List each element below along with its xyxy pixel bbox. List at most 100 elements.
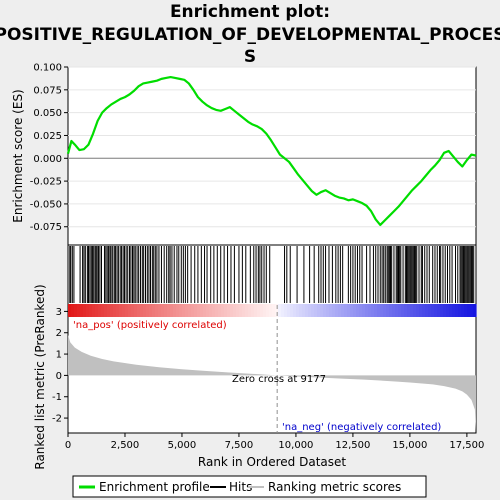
- color-bar-segment: [467, 304, 471, 317]
- color-bar-segment: [95, 304, 99, 317]
- color-bar-segment: [203, 304, 207, 317]
- color-bar-segment: [281, 304, 285, 317]
- color-bar-segment: [233, 304, 237, 317]
- enrichment-y-tick-label: -0.075: [30, 222, 62, 233]
- enrichment-y-tick-label: -0.050: [30, 199, 62, 210]
- color-bar-segment: [401, 304, 405, 317]
- ranked-metric-y-axis-label: Ranked list metric (PreRanked): [33, 284, 47, 469]
- color-bar-segment: [218, 304, 222, 317]
- color-bar-segment: [440, 304, 444, 317]
- color-bar-segment: [380, 304, 384, 317]
- ranked-metric-y-tick-label: -1: [52, 392, 62, 403]
- color-bar-segment: [77, 304, 81, 317]
- color-bar-segment: [359, 304, 363, 317]
- ranked-metric-y-axis: 3 2 1 0 -1 -2: [52, 307, 68, 425]
- enrichment-y-tick-label: -0.025: [30, 177, 62, 188]
- color-bar-segment: [260, 304, 264, 317]
- zero-cross-label: Zero cross at 9177: [232, 374, 326, 385]
- color-bar-segment: [92, 304, 96, 317]
- color-bar-segment: [137, 304, 141, 317]
- color-bar-segment: [368, 304, 372, 317]
- color-bar-segment: [323, 304, 327, 317]
- color-bar-segment: [176, 304, 180, 317]
- color-bar-segment: [272, 304, 276, 317]
- x-tick-label: 0: [65, 440, 71, 451]
- color-bar-segment: [344, 304, 348, 317]
- x-axis-label: Rank in Ordered Dataset: [198, 455, 346, 469]
- color-bar-segment: [353, 304, 357, 317]
- enrichment-y-tick-label: 0.100: [33, 63, 62, 74]
- color-bar-segment: [308, 304, 312, 317]
- legend-ranking-label: Ranking metric scores: [268, 480, 401, 494]
- ranking-metric-layer: [68, 305, 476, 433]
- enrichment-profile-layer: [66, 75, 477, 227]
- color-bar-segment: [302, 304, 306, 317]
- color-bar-segment: [254, 304, 258, 317]
- color-bar-segment: [251, 304, 255, 317]
- color-bar-segment: [74, 304, 78, 317]
- ranking-color-bar: [68, 304, 477, 317]
- color-bar-segment: [425, 304, 429, 317]
- color-bar-segment: [290, 304, 294, 317]
- color-bar-segment: [269, 304, 273, 317]
- color-bar-segment: [68, 304, 72, 317]
- color-bar-segment: [449, 304, 453, 317]
- legend: Enrichment profile Hits Ranking metric s…: [72, 475, 427, 498]
- ranked-metric-y-tick-label: 0: [56, 371, 62, 382]
- color-bar-segment: [197, 304, 201, 317]
- color-bar-segment: [263, 304, 267, 317]
- color-bar-segment: [209, 304, 213, 317]
- color-bar-segment: [332, 304, 336, 317]
- color-bar-segment: [182, 304, 186, 317]
- color-bar-segment: [83, 304, 87, 317]
- color-bar-segment: [86, 304, 90, 317]
- color-bar-segment: [230, 304, 234, 317]
- color-bar-segment: [305, 304, 309, 317]
- color-bar-segment: [350, 304, 354, 317]
- color-bar-segment: [266, 304, 270, 317]
- x-tick-label: 17,500: [449, 440, 484, 451]
- color-bar-segment: [80, 304, 84, 317]
- color-bar-segment: [146, 304, 150, 317]
- positive-correlation-label: 'na_pos' (positively correlated): [73, 320, 227, 331]
- color-bar-segment: [89, 304, 93, 317]
- enrichment-panel: [67, 66, 477, 246]
- color-bar-segment: [443, 304, 447, 317]
- color-bar-segment: [455, 304, 459, 317]
- color-bar-segment: [119, 304, 123, 317]
- color-bar-segment: [452, 304, 456, 317]
- color-bar-segment: [155, 304, 159, 317]
- color-bar-segment: [416, 304, 420, 317]
- ranked-metric-y-tick-label: -2: [52, 414, 62, 425]
- color-bar-segment: [326, 304, 330, 317]
- color-bar-segment: [167, 304, 171, 317]
- color-bar-segment: [158, 304, 162, 317]
- x-tick-label: 7,500: [225, 440, 254, 451]
- color-bar-segment: [221, 304, 225, 317]
- ranked-metric-y-tick-label: 2: [56, 328, 62, 339]
- plot-title-line-2: POSITIVE_REGULATION_OF_DEVELOPMENTAL_PRO…: [0, 25, 500, 45]
- color-bar-segment: [311, 304, 315, 317]
- color-bar-segment: [110, 304, 114, 317]
- color-bar-segment: [161, 304, 165, 317]
- color-bar-segment: [329, 304, 333, 317]
- color-bar-segment: [185, 304, 189, 317]
- color-bar-segment: [215, 304, 219, 317]
- color-bar-segment: [140, 304, 144, 317]
- color-bar-segment: [275, 304, 279, 317]
- color-bar-segment: [227, 304, 231, 317]
- color-bar-segment: [194, 304, 198, 317]
- color-bar-segment: [101, 304, 105, 317]
- color-bar-segment: [383, 304, 387, 317]
- color-bar-segment: [395, 304, 399, 317]
- color-bar-segment: [98, 304, 102, 317]
- hits-layer: [69, 246, 475, 303]
- color-bar-segment: [341, 304, 345, 317]
- enrichment-y-axis: 0.100 0.075 0.050 0.025 0.000 -0.025 -0.050 -0.…: [30, 63, 476, 233]
- x-tick-label: 2,500: [111, 440, 140, 451]
- color-bar-segment: [377, 304, 381, 317]
- color-bar-segment: [431, 304, 435, 317]
- color-bar-segment: [347, 304, 351, 317]
- color-bar-segment: [242, 304, 246, 317]
